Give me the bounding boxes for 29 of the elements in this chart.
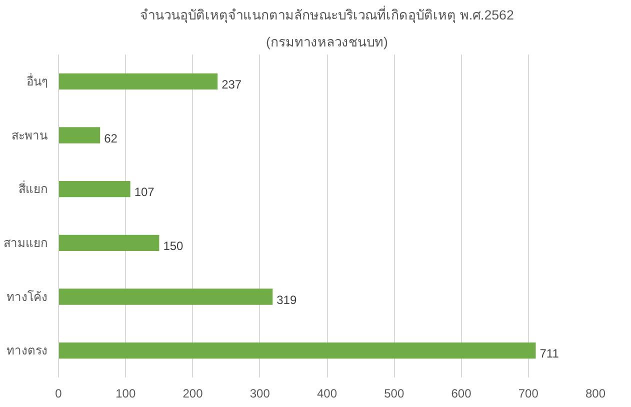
y-tick-label: ทางโค้ง xyxy=(6,290,48,304)
y-tick-label: สามแยก xyxy=(4,236,48,250)
x-tick-label: 400 xyxy=(316,386,338,400)
bar xyxy=(58,342,536,359)
y-tick-label: อื่นๆ xyxy=(26,72,48,88)
chart-title: จำนวนอุบัติเหตุจำแนกตามลักษณะบริเวณที่เกิดอุบัติเหตุ พ.ศ.2562 xyxy=(140,6,514,24)
bar xyxy=(58,181,130,198)
x-tick-label: 500 xyxy=(384,386,404,400)
y-tick-label: ทางตรง xyxy=(6,344,48,358)
data-label: 150 xyxy=(163,238,184,253)
x-tick-label: 600 xyxy=(451,386,472,400)
bar xyxy=(58,127,100,144)
y-tick-label: สะพาน xyxy=(12,128,48,142)
y-tick-label: สี่แยก xyxy=(18,180,48,196)
x-tick-label: 100 xyxy=(116,386,136,400)
bar xyxy=(58,234,160,251)
data-label: 237 xyxy=(222,77,242,92)
data-label: 711 xyxy=(540,346,560,361)
x-tick-label: 300 xyxy=(250,386,270,400)
data-label: 62 xyxy=(104,131,118,146)
x-tick-label: 200 xyxy=(182,386,204,400)
bar xyxy=(58,73,218,90)
data-label: 319 xyxy=(276,292,297,307)
x-tick-label: 800 xyxy=(585,386,606,400)
x-tick-label: 0 xyxy=(55,386,62,400)
data-label: 107 xyxy=(134,185,155,200)
x-tick-label: 700 xyxy=(518,386,539,400)
bar xyxy=(58,288,273,305)
chart-subtitle: (กรมทางหลวงชนบท) xyxy=(266,34,388,50)
